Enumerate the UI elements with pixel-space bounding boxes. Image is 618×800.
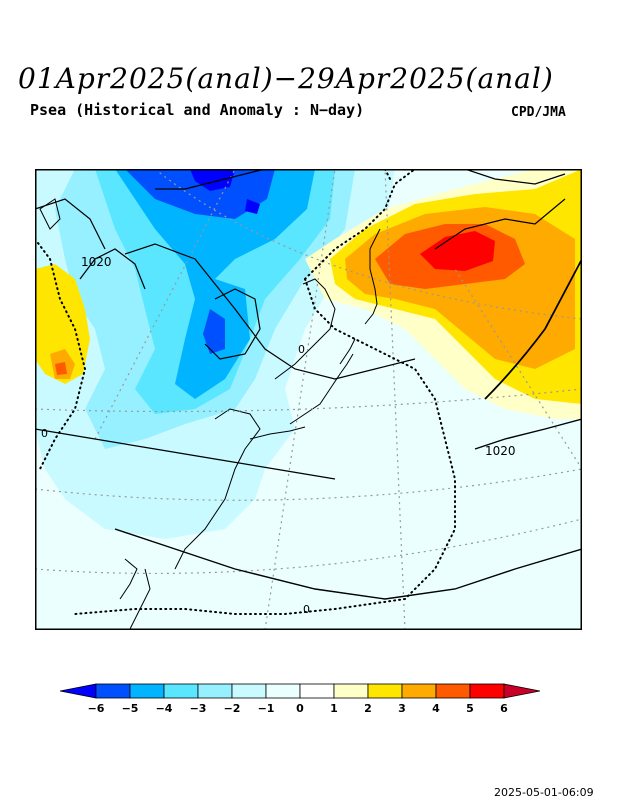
colorbar: −6 −5 −4 −3 −2 −1 0 1 2 3 4 5 6 [60,683,540,715]
anomaly-area-west-plus-2 [35,264,90,384]
colorbar-swatch-low [60,683,97,699]
zero-anomaly-contour [35,169,456,615]
chart-subtitle: Psea (Historical and Anomaly : N−day) [30,101,365,119]
colorbar-tick-label: 1 [330,702,338,715]
source-label: CPD/JMA [511,105,566,120]
colorbar-swatch [163,683,199,699]
anomaly-area-minus-6 [190,169,260,214]
colorbar-swatch [401,683,437,699]
colorbar-swatches [60,683,540,699]
colorbar-tick-label: −6 [88,702,105,715]
graticule [35,169,582,630]
colorbar-tick-label: 3 [398,702,406,715]
colorbar-tick-label: 0 [296,702,304,715]
colorbar-tick-label: 2 [364,702,372,715]
isobar-label-1020-west: 1020 [81,255,112,269]
zero-label-center: 0 [298,343,305,356]
colorbar-tick-label: 4 [432,702,440,715]
zero-label-west: 0 [41,427,48,440]
colorbar-tick-label: −3 [190,702,207,715]
colorbar-swatch-high [503,683,540,699]
colorbar-ticks: −6 −5 −4 −3 −2 −1 0 1 2 3 4 5 6 [88,702,509,715]
colorbar-swatch [435,683,471,699]
colorbar-swatch [333,683,369,699]
anomaly-area-plus-5 [420,231,495,271]
chart-title: 01Apr2025(anal)−29Apr2025(anal) [18,62,554,95]
colorbar-swatch [265,683,301,699]
colorbar-swatch [129,683,165,699]
map-frame [35,169,582,630]
pressure-anomaly-map: 1020 1020 0 0 0 [35,169,582,630]
isobars [35,169,582,600]
colorbar-swatch [95,683,131,699]
colorbar-swatch [197,683,233,699]
colorbar-swatch [469,683,505,699]
colorbar-swatch [367,683,403,699]
colorbar-tick-label: −5 [122,702,139,715]
anomaly-area-minus-5 [125,169,275,354]
colorbar-tick-label: 5 [466,702,474,715]
colorbar-swatch [231,683,267,699]
coastlines [39,198,381,630]
colorbar-tick-label: −1 [258,702,275,715]
generated-timestamp: 2025-05-01-06:09 [494,786,594,799]
colorbar-swatch [299,683,335,699]
isobar-label-1020-east: 1020 [485,444,516,458]
colorbar-tick-label: 6 [500,702,508,715]
anomaly-area-west-plus-4 [55,362,67,375]
zero-label-south: 0 [303,603,310,616]
colorbar-tick-label: −4 [156,702,173,715]
colorbar-tick-label: −2 [224,702,241,715]
